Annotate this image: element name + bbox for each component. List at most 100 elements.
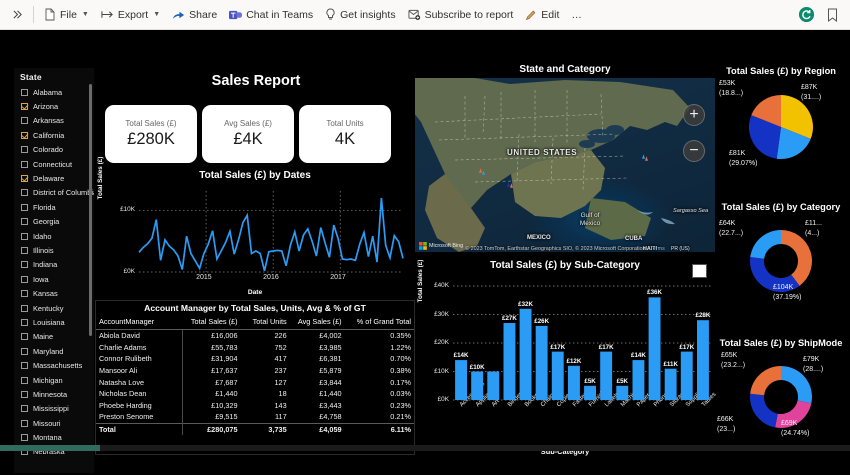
- bar[interactable]: [568, 365, 580, 400]
- table-row[interactable]: Phoebe Harding £10,329 143 £3,443 0.23%: [96, 399, 414, 412]
- table-row[interactable]: Nicholas Dean £1,440 18 £1,440 0.03%: [96, 387, 414, 400]
- pie-slice[interactable]: [750, 366, 781, 396]
- state-checkbox[interactable]: [21, 246, 28, 254]
- state-list-item[interactable]: Massachusetts: [14, 358, 94, 372]
- state-checkbox[interactable]: [21, 304, 28, 312]
- table-column-header[interactable]: Total Units: [240, 316, 290, 330]
- bar-chart-total-sales-by-subcategory[interactable]: Total Sales (£) by Sub-Category Total Sa…: [415, 258, 717, 458]
- state-checkbox[interactable]: [21, 347, 28, 355]
- donut-chart-total-sales-by-category[interactable]: Total Sales (£) by Category £11... (4...)…: [717, 198, 845, 334]
- map-pin[interactable]: [642, 154, 645, 159]
- pie-slice[interactable]: [750, 256, 800, 292]
- pie-chart-total-sales-by-region[interactable]: Total Sales (£) by Region £87K (31....) £8…: [717, 62, 845, 198]
- state-checkbox[interactable]: [21, 175, 28, 183]
- state-checkbox[interactable]: [21, 405, 28, 413]
- state-list-item[interactable]: Kentucky: [14, 301, 94, 315]
- table-row[interactable]: Natasha Love £7,687 127 £3,844 0.17%: [96, 376, 414, 388]
- state-checkbox[interactable]: [21, 376, 28, 384]
- table-column-header[interactable]: AccountManager: [96, 316, 183, 330]
- map-pin[interactable]: [482, 170, 485, 175]
- chat-in-teams-button[interactable]: Chat in Teams: [223, 3, 319, 27]
- get-insights-button[interactable]: Get insights: [319, 3, 401, 27]
- map-surface[interactable]: UNITED STATES Gulf of Mexico MEXICO CUBA …: [415, 78, 715, 252]
- bar[interactable]: [632, 360, 645, 400]
- state-slicer[interactable]: State Alabama Arizona Arkansas California Co…: [14, 68, 94, 473]
- state-list-item[interactable]: District of Columbia: [14, 186, 94, 200]
- map-pin[interactable]: [507, 182, 510, 187]
- state-checkbox[interactable]: [21, 160, 28, 168]
- state-list-item[interactable]: Mississippi: [14, 402, 94, 416]
- state-checkbox[interactable]: [21, 419, 28, 427]
- state-list-item[interactable]: Iowa: [14, 272, 94, 286]
- pie-slice[interactable]: [775, 400, 812, 428]
- state-list-item[interactable]: Michigan: [14, 373, 94, 387]
- state-list-item[interactable]: Alabama: [14, 85, 94, 99]
- donut-chart-total-sales-by-shipmode[interactable]: Total Sales (£) by ShipMode £79K (28....)…: [717, 334, 845, 475]
- state-list-item[interactable]: Illinois: [14, 243, 94, 257]
- bar[interactable]: [697, 320, 709, 400]
- state-checkbox[interactable]: [21, 131, 28, 139]
- pie-slice[interactable]: [776, 127, 811, 159]
- table-row[interactable]: Mansoor Ali £17,637 237 £5,879 0.38%: [96, 364, 414, 377]
- bar[interactable]: [664, 368, 677, 401]
- table-row[interactable]: Connor Rulibeth £31,904 417 £6,381 0.70%: [96, 353, 414, 365]
- state-list-item[interactable]: Maryland: [14, 344, 94, 358]
- map-terms-link[interactable]: Terms: [650, 246, 665, 252]
- state-checkbox[interactable]: [21, 290, 28, 298]
- map-pin[interactable]: [645, 156, 648, 161]
- state-list-item[interactable]: Montana: [14, 430, 94, 444]
- state-list-item[interactable]: Florida: [14, 200, 94, 214]
- state-checkbox[interactable]: [21, 362, 28, 370]
- bar-chart-focus-mode-button[interactable]: [692, 264, 707, 278]
- bar[interactable]: [471, 371, 484, 401]
- state-checkbox[interactable]: [21, 232, 28, 240]
- bar[interactable]: [455, 360, 467, 400]
- state-list-item[interactable]: California: [14, 128, 94, 142]
- bar[interactable]: [600, 351, 613, 400]
- state-checkbox[interactable]: [21, 103, 28, 111]
- state-checkbox[interactable]: [21, 189, 28, 197]
- state-checkbox[interactable]: [21, 146, 28, 154]
- map-pin[interactable]: [510, 183, 513, 188]
- state-list-item[interactable]: Minnesota: [14, 387, 94, 401]
- state-checkbox[interactable]: [21, 117, 28, 125]
- state-list-item[interactable]: Indiana: [14, 258, 94, 272]
- state-list-item[interactable]: Arizona: [14, 99, 94, 113]
- state-list-item[interactable]: Idaho: [14, 229, 94, 243]
- state-list-item[interactable]: Kansas: [14, 286, 94, 300]
- slicer-scrollbar[interactable]: [89, 84, 92, 336]
- state-checkbox[interactable]: [21, 318, 28, 326]
- table-column-header[interactable]: Avg Sales (£): [289, 316, 345, 330]
- state-checkbox[interactable]: [21, 261, 28, 269]
- bar[interactable]: [535, 325, 548, 400]
- bar[interactable]: [680, 351, 693, 400]
- page-scrollbar-thumb[interactable]: [0, 445, 100, 451]
- state-list-item[interactable]: Louisiana: [14, 315, 94, 329]
- bar[interactable]: [551, 351, 564, 400]
- table-column-header[interactable]: % of Grand Total: [344, 316, 414, 330]
- account-manager-table[interactable]: Account Manager by Total Sales, Units, A…: [95, 300, 415, 455]
- page-scrollbar[interactable]: [0, 445, 850, 451]
- more-options-button[interactable]: …: [565, 3, 588, 27]
- kpi-card-avg-sales[interactable]: Avg Sales (£) £4K: [202, 105, 294, 163]
- line-chart-total-sales-by-dates[interactable]: Total Sales (£) by Dates Total Sales (£)…: [95, 157, 415, 296]
- state-list-item[interactable]: Georgia: [14, 215, 94, 229]
- state-checkbox[interactable]: [21, 203, 28, 211]
- bar[interactable]: [616, 385, 629, 401]
- file-menu-button[interactable]: File ▼: [38, 3, 95, 27]
- map-zoom-out-button[interactable]: −: [683, 140, 705, 162]
- state-list-item[interactable]: Delaware: [14, 171, 94, 185]
- pie-slice[interactable]: [781, 230, 812, 286]
- pie-slice[interactable]: [750, 230, 781, 259]
- bar[interactable]: [503, 323, 516, 400]
- map-zoom-in-button[interactable]: +: [683, 104, 705, 126]
- edit-button[interactable]: Edit: [519, 3, 565, 27]
- bar[interactable]: [584, 385, 596, 401]
- state-list-item[interactable]: Missouri: [14, 416, 94, 430]
- map-pin[interactable]: [479, 168, 482, 173]
- refresh-button[interactable]: [792, 3, 821, 27]
- bar[interactable]: [519, 308, 532, 400]
- state-checkbox[interactable]: [21, 434, 28, 442]
- bar[interactable]: [487, 371, 500, 401]
- state-list-item[interactable]: Connecticut: [14, 157, 94, 171]
